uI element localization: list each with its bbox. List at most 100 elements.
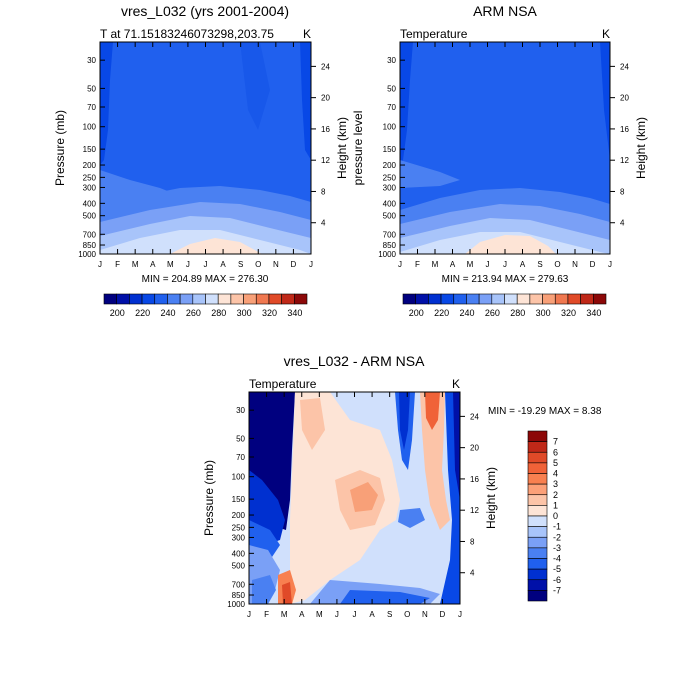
colorbar-label: 6 <box>553 447 558 457</box>
month-tick-label: A <box>299 610 305 619</box>
colorbar-swatch <box>527 451 548 464</box>
colorbar-label: 300 <box>237 308 252 318</box>
panel-obs: ARM NSA Temperature K pressure level Hei… <box>351 3 648 318</box>
height-tick-label: 12 <box>470 506 479 515</box>
panel-diff: vres_L032 - ARM NSA Temperature K Pressu… <box>202 353 602 619</box>
panel-obs-minmax: MIN = 213.94 MAX = 279.63 <box>442 274 569 285</box>
panel-model-height-ticks: 24 20 16 12 8 4 <box>311 62 330 228</box>
panel-model-subtitle: T at 71.15183246073298,203.75 <box>100 27 274 41</box>
panel-diff-subtitle: Temperature <box>249 377 317 391</box>
colorbar-label: 220 <box>135 308 150 318</box>
pressure-tick-label: 1000 <box>227 600 245 609</box>
colorbar-label: 220 <box>434 308 449 318</box>
colorbar-label: 280 <box>211 308 226 318</box>
pressure-tick-label: 1000 <box>378 250 396 259</box>
pressure-tick-label: 30 <box>387 56 396 65</box>
month-tick-label: J <box>335 610 339 619</box>
month-tick-label: O <box>404 610 410 619</box>
panel-obs-unit: K <box>602 27 610 41</box>
pressure-tick-label: 1000 <box>78 250 96 259</box>
colorbar-swatch <box>527 473 548 485</box>
month-tick-label: J <box>98 260 102 269</box>
colorbar-label: -6 <box>553 575 561 585</box>
height-tick-label: 24 <box>470 412 479 421</box>
month-tick-label: M <box>132 260 139 269</box>
colorbar-swatch <box>440 293 455 305</box>
colorbar-swatch <box>593 293 607 305</box>
height-tick-label: 16 <box>321 125 330 134</box>
month-tick-label: J <box>503 260 507 269</box>
pressure-tick-label: 400 <box>383 199 397 208</box>
colorbar-label: 300 <box>536 308 551 318</box>
pressure-tick-label: 850 <box>232 591 246 600</box>
month-tick-label: O <box>255 260 261 269</box>
height-tick-label: 12 <box>620 156 629 165</box>
colorbar-swatch <box>529 293 543 305</box>
pressure-tick-label: 850 <box>383 241 397 250</box>
pressure-tick-label: 850 <box>83 241 97 250</box>
height-tick-label: 4 <box>470 569 475 578</box>
panel-diff-title: vres_L032 - ARM NSA <box>284 353 425 369</box>
colorbar-swatch <box>230 293 244 305</box>
colorbar-swatch <box>527 462 548 474</box>
colorbar-label: 4 <box>553 469 558 479</box>
colorbar-label: -7 <box>553 585 561 595</box>
panel-obs-subtitle: Temperature <box>400 27 468 41</box>
month-tick-label: A <box>150 260 156 269</box>
colorbar-swatch <box>542 293 556 305</box>
height-tick-label: 16 <box>470 475 479 484</box>
colorbar-swatch <box>294 293 308 305</box>
colorbar-label: 320 <box>561 308 576 318</box>
height-tick-label: 20 <box>321 94 330 103</box>
month-tick-label: J <box>186 260 190 269</box>
pressure-tick-label: 150 <box>232 495 246 504</box>
colorbar-swatch <box>504 293 518 305</box>
panel-obs-title: ARM NSA <box>473 3 537 19</box>
panel-diff-field <box>249 392 460 604</box>
colorbar-swatch <box>527 558 548 570</box>
pressure-tick-label: 200 <box>383 161 397 170</box>
pressure-tick-label: 70 <box>236 453 245 462</box>
pressure-tick-label: 700 <box>232 580 246 589</box>
colorbar-label: 0 <box>553 511 558 521</box>
colorbar-label: 2 <box>553 490 558 500</box>
pressure-tick-label: 250 <box>383 173 397 182</box>
colorbar-swatch <box>527 441 548 453</box>
month-tick-label: A <box>450 260 456 269</box>
height-tick-label: 8 <box>620 187 625 196</box>
colorbar-swatch <box>428 293 442 305</box>
month-tick-label: S <box>387 610 392 619</box>
colorbar-swatch <box>141 293 156 305</box>
month-tick-label: S <box>238 260 243 269</box>
colorbar-swatch <box>580 293 594 305</box>
month-tick-label: M <box>281 610 288 619</box>
colorbar-label: -5 <box>553 564 561 574</box>
height-tick-label: 24 <box>620 62 629 71</box>
panel-diff-height-ticks: 24 20 16 12 8 4 <box>460 412 479 578</box>
pressure-tick-label: 500 <box>383 212 397 221</box>
colorbar-swatch <box>453 293 467 305</box>
colorbar-swatch <box>116 293 130 305</box>
colorbar-swatch <box>268 293 282 305</box>
pressure-tick-label: 70 <box>87 103 96 112</box>
month-tick-label: M <box>167 260 174 269</box>
colorbar-label: 200 <box>110 308 125 318</box>
colorbar-label: 5 <box>553 458 558 468</box>
pressure-tick-label: 250 <box>232 523 246 532</box>
colorbar-label: 7 <box>553 437 558 447</box>
height-tick-label: 20 <box>620 94 629 103</box>
colorbar-swatch <box>527 515 548 527</box>
colorbar-swatch <box>179 293 194 305</box>
month-tick-label: N <box>572 260 578 269</box>
height-tick-label: 8 <box>321 187 326 196</box>
colorbar-swatch <box>527 430 548 442</box>
month-tick-label: D <box>590 260 596 269</box>
colorbar-label: 1 <box>553 500 558 510</box>
colorbar-swatch <box>527 494 548 506</box>
pressure-tick-label: 100 <box>383 123 397 132</box>
